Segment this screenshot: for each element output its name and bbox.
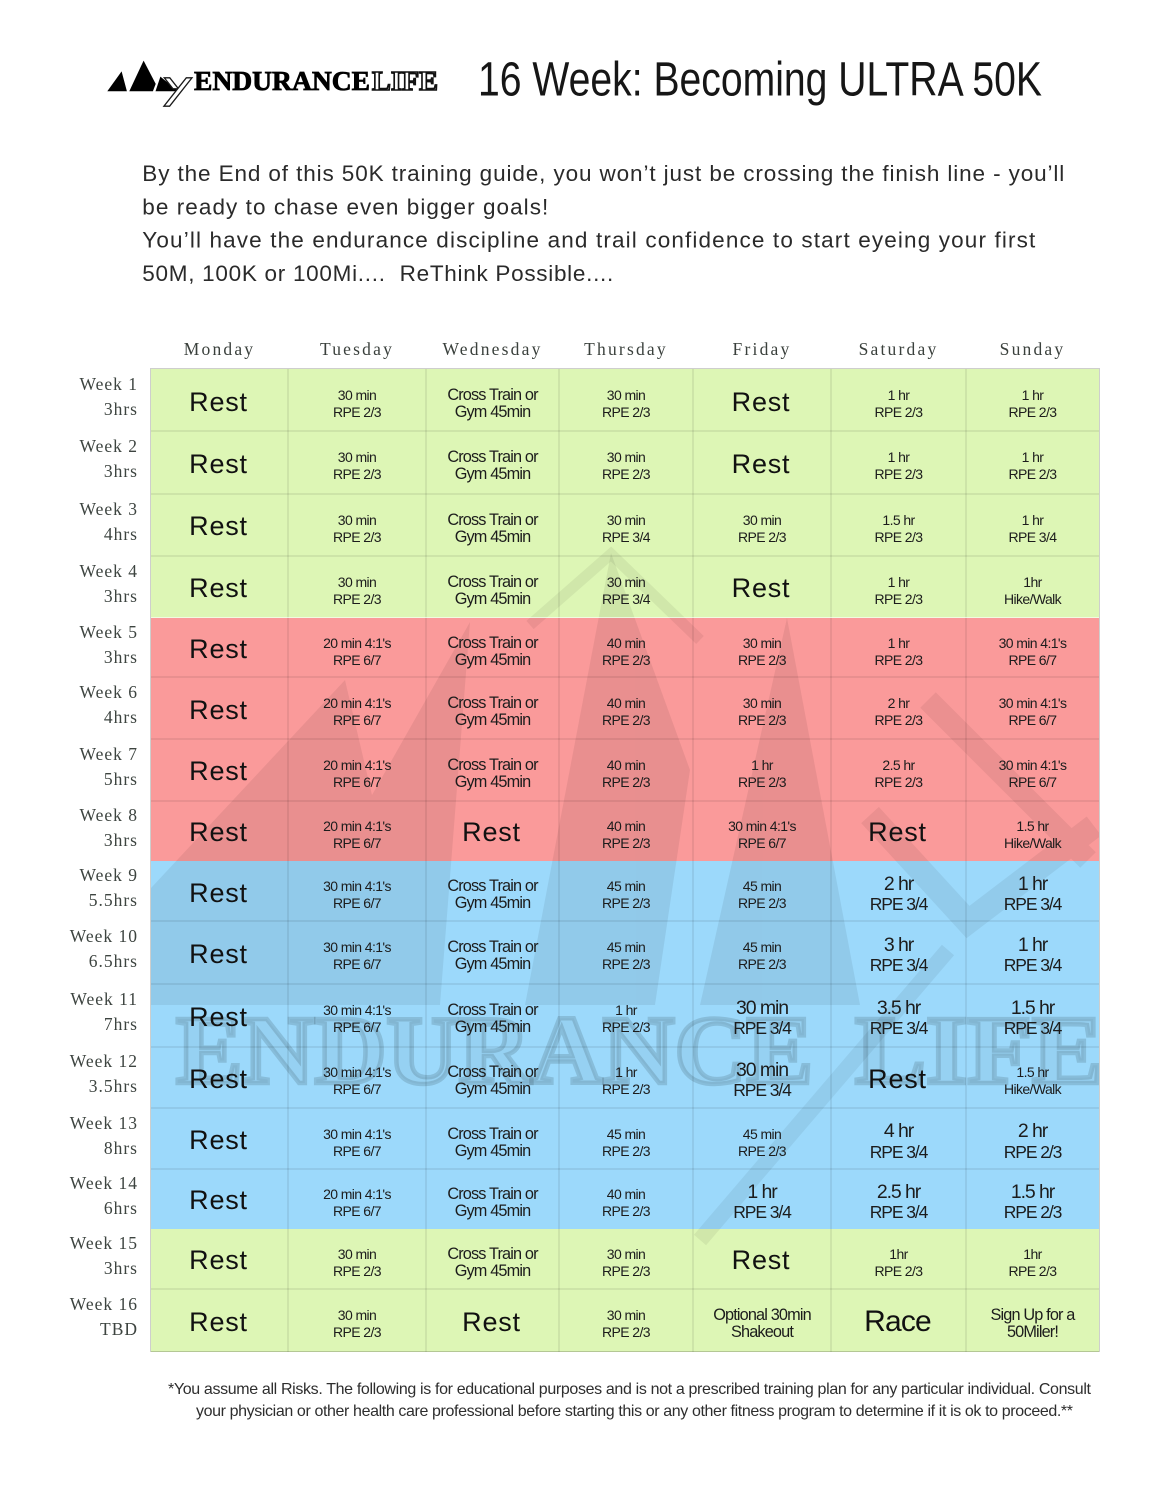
- svg-text:By the End of this 50K trainin: By the End of this 50K training guide, y…: [142, 161, 1064, 186]
- svg-text:*You assume all Risks. The fol: *You assume all Risks. The following is …: [168, 1381, 1092, 1398]
- svg-text:LIFE: LIFE: [372, 66, 438, 96]
- svg-text:50M, 100K or 100Mi.... ReThin: 50M, 100K or 100Mi.... ReThink Possible.…: [142, 261, 613, 286]
- svg-text:your physician or other health: your physician or other health care prof…: [196, 1403, 1073, 1420]
- svg-text:You’ll have the endurance disc: You’ll have the endurance discipline and…: [142, 228, 1036, 253]
- svg-text:16 Week: Becoming ULTRA 50K: 16 Week: Becoming ULTRA 50K: [478, 54, 1042, 107]
- svg-text:be ready to chase even bigger: be ready to chase even bigger goals!: [142, 195, 548, 220]
- svg-text:ENDURANCE: ENDURANCE: [176, 997, 813, 1104]
- svg-text:LIFE: LIFE: [855, 997, 1099, 1104]
- svg-text:ENDURANCE: ENDURANCE: [194, 66, 370, 96]
